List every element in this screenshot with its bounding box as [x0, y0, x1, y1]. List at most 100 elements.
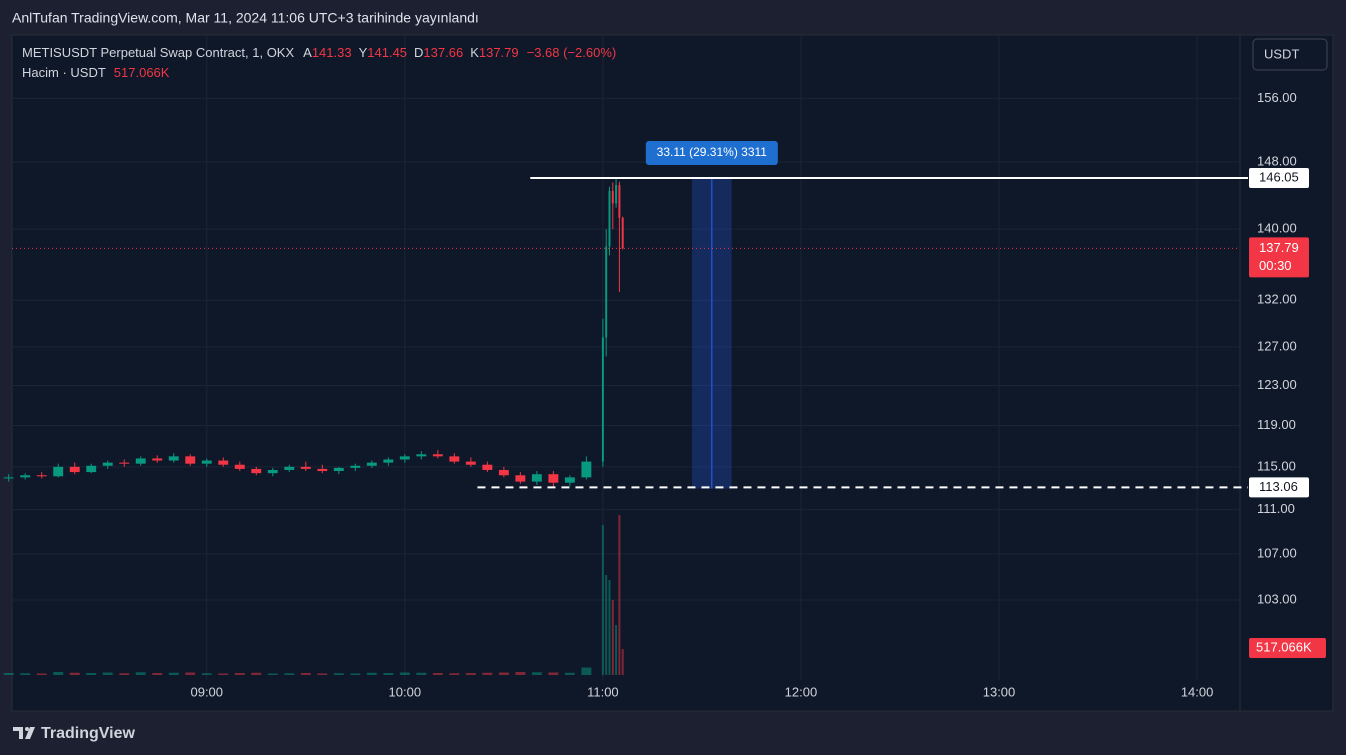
candle-body [20, 475, 31, 478]
x-tick-label: 09:00 [190, 684, 223, 699]
volume-bar [152, 673, 163, 675]
y-tick-label: 103.00 [1257, 591, 1297, 606]
candle-body [251, 468, 262, 474]
candle-body [608, 190, 611, 247]
candle-body [284, 466, 295, 470]
candle-body [86, 465, 97, 473]
currency-button[interactable] [1252, 38, 1328, 71]
volume-bar [119, 673, 130, 675]
ohlc-label: A [303, 45, 312, 60]
ohlc-value: 141.45 [367, 45, 407, 60]
y-tick-label: 156.00 [1257, 90, 1297, 105]
candle-body [564, 477, 575, 483]
y-tick-label: 140.00 [1257, 221, 1297, 236]
candle-body [366, 462, 377, 466]
y-tick-label: 107.00 [1257, 545, 1297, 560]
current-price-box [1249, 237, 1309, 278]
candle-body [531, 474, 542, 482]
volume-bar [605, 575, 608, 675]
volume-bar [36, 673, 47, 675]
x-tick-label: 11:00 [587, 684, 619, 699]
candle-body [53, 466, 64, 477]
volume-bar [185, 672, 196, 675]
candle-body [135, 458, 146, 464]
volume-legend: Hacim · USDT 517.066K [22, 65, 170, 80]
volume-bar [201, 673, 212, 675]
chart-panel [11, 34, 1334, 712]
candle-body [383, 459, 394, 463]
volume-tag: 517.066K [1256, 639, 1312, 654]
volume-bar [618, 515, 621, 675]
volume-bar [611, 600, 614, 675]
x-tick-label: 12:00 [785, 684, 818, 699]
candle-body [548, 474, 559, 483]
currency[interactable]: USDT [1264, 46, 1299, 61]
price-tag: 146.05 [1259, 169, 1299, 184]
y-tick-label: 115.00 [1257, 458, 1296, 473]
measure-label: 33.11 (29.31%) 3311 [657, 145, 768, 159]
volume-bar [168, 672, 179, 675]
y-tick-label: 119.00 [1257, 417, 1296, 432]
volume-bar [366, 672, 377, 675]
candle-body [201, 460, 212, 464]
volume-bar [333, 673, 344, 675]
symbol-title: METISUSDT Perpetual Swap Contract, 1, OK… [22, 45, 294, 60]
candle-body [69, 466, 80, 473]
volume-bar [515, 672, 526, 675]
countdown: 00:30 [1259, 258, 1292, 273]
volume-bar [564, 672, 575, 675]
legend: METISUSDT Perpetual Swap Contract, 1, OK… [22, 45, 616, 60]
volume-bar [383, 673, 394, 675]
volume-bar [86, 673, 97, 675]
brand-logo [13, 727, 35, 739]
volume-value: 517.066K [114, 65, 170, 80]
candle-body [234, 464, 245, 469]
volume-bar [284, 673, 295, 675]
x-tick-label: 14:00 [1181, 684, 1214, 699]
y-tick-label: 127.00 [1257, 338, 1297, 353]
candle-body [482, 464, 493, 470]
candle-body [449, 456, 460, 462]
volume-bar [300, 673, 311, 675]
current-price: 137.79 [1259, 240, 1299, 255]
volume-bar [234, 673, 245, 675]
candle-body [615, 185, 618, 204]
candle-body [416, 454, 427, 457]
y-tick-label: 148.00 [1257, 153, 1297, 168]
candle-body [581, 461, 592, 478]
candle-body [601, 337, 604, 462]
candle-body [36, 475, 47, 477]
volume-tag-box [1249, 638, 1326, 658]
ohlc-value: 137.79 [479, 45, 519, 60]
y-tick-label: 111.00 [1257, 501, 1295, 516]
candle-body [498, 469, 509, 476]
volume-bar [251, 672, 262, 675]
volume-bar [69, 672, 80, 675]
x-tick-label: 10:00 [389, 684, 422, 699]
ohlc-label: D [414, 45, 423, 60]
candle-body [102, 462, 113, 466]
candle-body [267, 469, 278, 474]
published: AnlTufan TradingView.com, Mar 11, 2024 1… [12, 10, 479, 26]
x-tick-label: 13:00 [983, 684, 1016, 699]
volume-bar [53, 672, 64, 675]
volume-bar [498, 672, 509, 675]
ohlc-value: 141.33 [312, 45, 352, 60]
candle-body [333, 467, 344, 472]
ohlc-label: K [470, 45, 479, 60]
volume-bar [317, 673, 328, 675]
y-tick-label: 132.00 [1257, 292, 1297, 307]
candle-body [605, 246, 608, 338]
volume-bar [449, 673, 460, 675]
volume-bar [3, 673, 14, 675]
volume-bar [399, 672, 410, 675]
change: −3.68 (−2.60%) [527, 45, 617, 60]
y-tick-label: 123.00 [1257, 377, 1297, 392]
ohlc-label: Y [359, 45, 368, 60]
ohlc-value: 137.66 [423, 45, 463, 60]
volume-bar [482, 672, 493, 675]
volume-bar [531, 672, 542, 675]
volume-title: Hacim · USDT [22, 65, 106, 80]
candle-body [119, 462, 130, 464]
price-tag-box [1249, 168, 1309, 189]
